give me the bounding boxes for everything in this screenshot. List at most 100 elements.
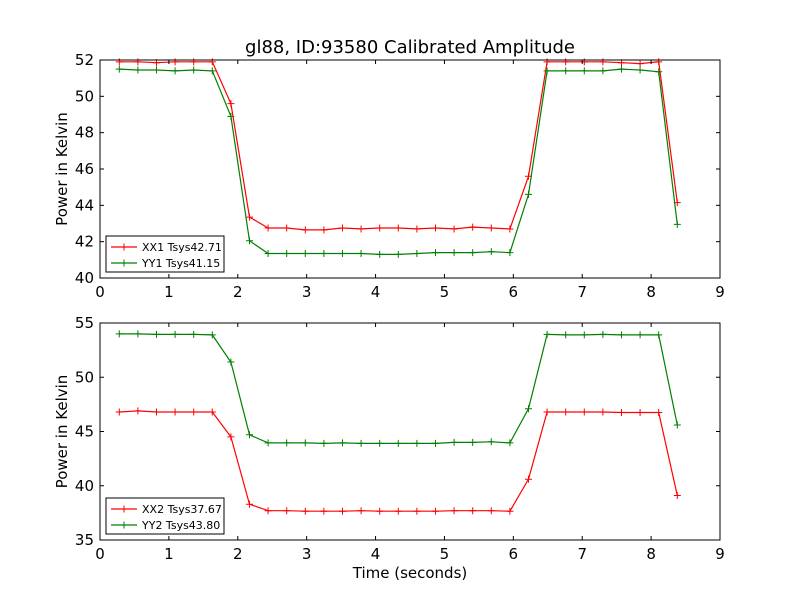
- bottom-series-2-point: [562, 331, 570, 339]
- bottom-series-2-point: [524, 405, 532, 413]
- top-series-2-point: [469, 249, 477, 257]
- bottom-series-2-point: [227, 358, 235, 366]
- bottom-series-2-point: [599, 330, 607, 338]
- bottom-series-1-point: [543, 408, 551, 416]
- bottom-series-1-point: [562, 408, 570, 416]
- bottom-x-tick-label: 7: [577, 545, 587, 563]
- bottom-legend-marker-1: [120, 505, 128, 513]
- bottom-series-1-point: [431, 507, 439, 515]
- bottom-series-2-point: [580, 331, 588, 339]
- top-series-2-point: [450, 249, 458, 257]
- bottom-series-2-point: [264, 439, 272, 447]
- top-series-2-point: [338, 249, 346, 257]
- top-x-tick-label: 9: [715, 283, 725, 301]
- bottom-legend-label-1: XX2 Tsys37.67: [142, 503, 222, 516]
- bottom-series-1-point: [617, 409, 625, 417]
- top-series-2-point: [376, 250, 384, 258]
- bottom-series-2-point: [543, 330, 551, 338]
- top-x-tick-label: 8: [646, 283, 656, 301]
- top-legend-label-1: XX1 Tsys42.71: [142, 241, 222, 254]
- top-y-tick-label: 46: [75, 160, 94, 178]
- bottom-series-1-point: [376, 507, 384, 515]
- bottom-series-2-point: [301, 439, 309, 447]
- top-series-2-point: [190, 66, 198, 74]
- bottom-series-2-point: [171, 330, 179, 338]
- top-series-1-point: [227, 100, 235, 108]
- top-series-1-point: [599, 58, 607, 66]
- bottom-series-2-point: [376, 439, 384, 447]
- top-series-1-point: [487, 224, 495, 232]
- bottom-x-tick-label: 6: [509, 545, 519, 563]
- top-series-2-point: [617, 65, 625, 73]
- top-plot-panel: 0 1 2 3 4 5 6 7 8 9 40 42 44 46 48 50 52 Power in Kelvin X…: [53, 51, 725, 301]
- bottom-series-2-point: [673, 421, 681, 429]
- top-series-1-point: [469, 223, 477, 231]
- bottom-series-1-point: [171, 408, 179, 416]
- bottom-series-1-point: [413, 507, 421, 515]
- bottom-series-1-point: [394, 507, 402, 515]
- bottom-series-1-point: [227, 433, 235, 441]
- bottom-series-1-point: [469, 507, 477, 515]
- bottom-series-1-point: [655, 409, 663, 417]
- bottom-series-1-point: [320, 507, 328, 515]
- top-legend-marker-2: [120, 259, 128, 267]
- bottom-series-2-point: [617, 331, 625, 339]
- bottom-x-tick-label: 3: [302, 545, 312, 563]
- top-legend-label-2: YY1 Tsys41.15: [141, 257, 220, 270]
- top-series-1-point: [115, 58, 123, 66]
- top-y-tick-label: 44: [75, 196, 94, 214]
- top-series-1-point: [655, 58, 663, 66]
- bottom-series-2-point: [506, 439, 514, 447]
- bottom-series-2-point: [357, 439, 365, 447]
- top-series-1-point: [134, 58, 142, 66]
- top-series-2-point: [673, 220, 681, 228]
- bottom-series-2-point: [190, 330, 198, 338]
- bottom-series-2-point: [636, 331, 644, 339]
- bottom-series-1-point: [115, 408, 123, 416]
- bottom-x-tick-label: 0: [95, 545, 105, 563]
- bottom-x-tick-label: 8: [646, 545, 656, 563]
- top-series-1-point: [190, 58, 198, 66]
- top-y-tick-label: 40: [75, 269, 94, 287]
- top-legend-marker-1: [120, 243, 128, 251]
- bottom-series-2-point: [413, 439, 421, 447]
- top-series-1-point: [376, 224, 384, 232]
- top-series-2-point: [599, 67, 607, 75]
- bottom-series-1-point: [134, 407, 142, 415]
- bottom-series-2-point: [655, 331, 663, 339]
- bottom-series-2-point: [134, 330, 142, 338]
- bottom-series-2-point: [283, 439, 291, 447]
- top-series-2-point: [562, 67, 570, 75]
- bottom-series-2-point: [394, 439, 402, 447]
- top-y-axis-label: Power in Kelvin: [53, 112, 71, 226]
- top-series-2-point: [487, 248, 495, 256]
- top-series-2-point: [245, 237, 253, 245]
- bottom-series-1-point: [506, 507, 514, 515]
- top-x-tick-label: 5: [440, 283, 450, 301]
- top-series-2-point: [413, 249, 421, 257]
- top-y-tick-label: 52: [75, 51, 94, 69]
- top-series-1-point: [301, 226, 309, 234]
- bottom-series-1-point: [245, 500, 253, 508]
- bottom-series-1-point: [357, 507, 365, 515]
- top-series-2-point: [524, 190, 532, 198]
- bottom-legend-label-2: YY2 Tsys43.80: [141, 519, 220, 532]
- top-series-1-point: [506, 225, 514, 233]
- bottom-y-tick-label: 50: [75, 368, 94, 386]
- bottom-series-1-point: [338, 507, 346, 515]
- top-series-1-point: [431, 224, 439, 232]
- bottom-series-2-point: [208, 331, 216, 339]
- top-series-1-point: [283, 224, 291, 232]
- top-series-2-point: [208, 67, 216, 75]
- bottom-series-2-point: [431, 439, 439, 447]
- bottom-series-2-point: [450, 438, 458, 446]
- top-series-1-point: [357, 225, 365, 233]
- top-series-2-point: [134, 66, 142, 74]
- top-y-tick-label: 48: [75, 124, 94, 142]
- bottom-series-1-point: [190, 408, 198, 416]
- bottom-series-1-point: [264, 507, 272, 515]
- top-y-tick-label: 42: [75, 233, 94, 251]
- bottom-series-1-point: [301, 507, 309, 515]
- bottom-series-2-point: [338, 439, 346, 447]
